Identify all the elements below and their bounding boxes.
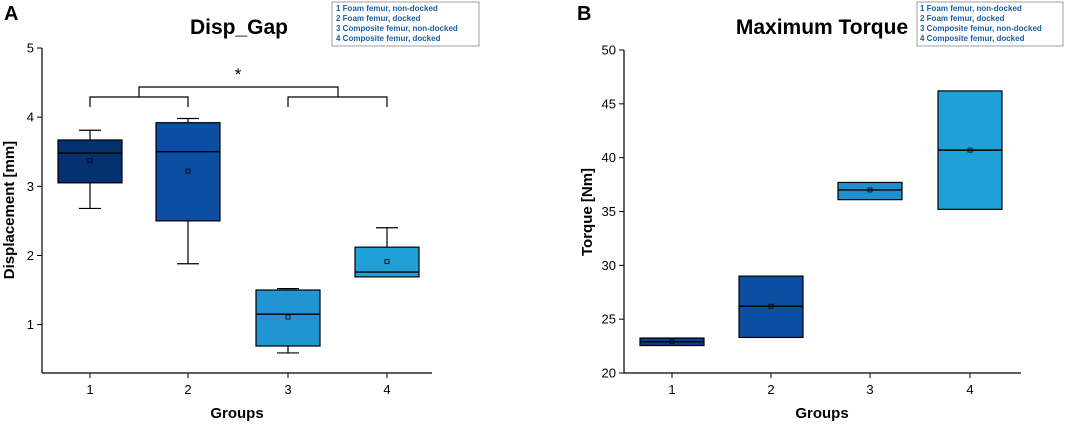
mean-marker xyxy=(185,168,191,174)
panel-a: A Disp_Gap 1 Foam femur, non-docked 2 Fo… xyxy=(1,1,480,422)
mean-marker xyxy=(87,158,93,164)
bracket-right xyxy=(287,96,388,107)
y-tick-label: 2 xyxy=(27,248,34,263)
legend-b-item-4: 4 Composite femur, docked xyxy=(920,34,1025,43)
box-iqr xyxy=(255,289,321,347)
legend-b: 1 Foam femur, non-docked 2 Foam femur, d… xyxy=(916,1,1064,47)
significance-star: * xyxy=(235,65,242,84)
panel-letter-a: A xyxy=(4,3,18,25)
y-tick-label: 4 xyxy=(27,110,34,125)
box-group-2 xyxy=(155,117,221,265)
box-iqr xyxy=(837,181,903,201)
x-tick-label: 1 xyxy=(668,382,675,397)
x-tick-label: 2 xyxy=(184,382,191,397)
y-tick-label: 40 xyxy=(602,150,616,165)
y-tick-label: 30 xyxy=(602,258,616,273)
significance-bracket: * xyxy=(89,65,388,107)
axes-a xyxy=(41,48,432,374)
box-group-1 xyxy=(57,129,123,210)
box-group-4 xyxy=(937,90,1003,210)
legend-a-frame xyxy=(331,1,480,47)
y-ticks-a: 1 2 3 4 5 xyxy=(27,41,42,332)
box-iqr xyxy=(155,122,221,222)
y-tick-label: 50 xyxy=(602,43,616,58)
box-group-3 xyxy=(837,181,903,201)
y-tick-label: 45 xyxy=(602,96,616,111)
mean-marker xyxy=(285,314,291,320)
x-tick-label: 3 xyxy=(284,382,291,397)
box-iqr xyxy=(57,139,123,184)
panel-letter-b: B xyxy=(577,3,591,25)
y-tick-label: 5 xyxy=(27,41,34,56)
mean-marker xyxy=(384,259,390,265)
mean-marker xyxy=(967,147,973,153)
x-tick-label: 4 xyxy=(383,382,390,397)
y-tick-label: 35 xyxy=(602,204,616,219)
legend-a-item-2: 2 Foam femur, docked xyxy=(336,14,421,23)
legend-b-item-2: 2 Foam femur, docked xyxy=(920,14,1005,23)
bracket-left xyxy=(89,96,189,107)
y-ticks-b: 20 25 30 35 40 45 50 xyxy=(602,43,624,381)
y-axis-label-a: Displacement [mm] xyxy=(1,141,18,279)
x-axis-label-b: Groups xyxy=(795,405,848,422)
x-ticks-b: 1 2 3 4 xyxy=(668,373,974,397)
chart-title-disp-gap: Disp_Gap xyxy=(190,16,288,39)
bracket-top xyxy=(138,86,339,97)
legend-b-item-3: 3 Composite femur, non-docked xyxy=(920,24,1042,33)
x-axis-label-a: Groups xyxy=(210,405,263,422)
box-group-3 xyxy=(255,288,321,354)
mean-marker xyxy=(867,187,873,193)
x-ticks-a: 1 2 3 4 xyxy=(86,373,391,397)
x-tick-label: 1 xyxy=(86,382,93,397)
box-group-1 xyxy=(639,337,705,347)
x-tick-label: 4 xyxy=(966,382,973,397)
x-tick-label: 3 xyxy=(866,382,873,397)
mean-marker xyxy=(669,339,675,345)
y-tick-label: 1 xyxy=(27,317,34,332)
x-tick-label: 2 xyxy=(767,382,774,397)
chart-title-max-torque: Maximum Torque xyxy=(736,16,908,39)
y-tick-label: 20 xyxy=(602,366,616,381)
boxes-a xyxy=(57,117,420,354)
boxes-b xyxy=(639,90,1003,347)
y-axis-label-b: Torque [Nm] xyxy=(579,168,596,256)
y-tick-label: 25 xyxy=(602,312,616,327)
box-group-2 xyxy=(738,275,804,339)
y-tick-label: 3 xyxy=(27,179,34,194)
legend-a-item-1: 1 Foam femur, non-docked xyxy=(336,4,438,13)
legend-a: 1 Foam femur, non-docked 2 Foam femur, d… xyxy=(331,1,480,47)
legend-b-frame xyxy=(916,1,1064,47)
box-group-4 xyxy=(354,227,420,278)
legend-a-item-4: 4 Composite femur, docked xyxy=(336,34,441,43)
legend-a-item-3: 3 Composite femur, non-docked xyxy=(336,24,458,33)
legend-b-item-1: 1 Foam femur, non-docked xyxy=(920,4,1022,13)
panel-b: B Maximum Torque 1 Foam femur, non-docke… xyxy=(577,1,1064,422)
mean-marker xyxy=(768,303,774,309)
